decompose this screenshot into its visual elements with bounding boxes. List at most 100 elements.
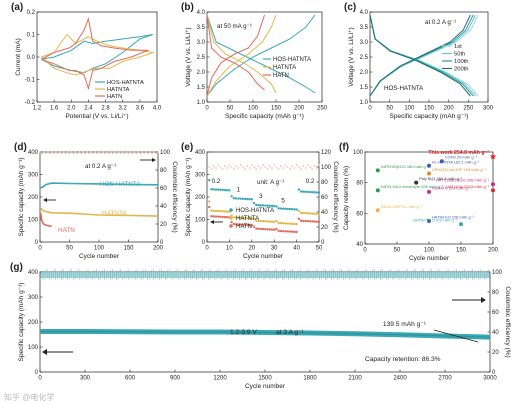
ce-point <box>257 165 260 167</box>
rate-point <box>313 212 316 215</box>
rate-point <box>279 229 283 233</box>
rate-point <box>288 207 292 211</box>
ce-point <box>106 151 108 154</box>
rate-point <box>217 215 220 218</box>
arrow-head <box>42 349 47 355</box>
y-tick-label: 3.5 <box>197 25 206 31</box>
ce-point <box>224 165 226 167</box>
ce-point <box>54 151 57 154</box>
rate-point <box>241 223 245 226</box>
ce-point <box>100 152 102 155</box>
ce-point <box>248 167 251 169</box>
y2-tick-label: 40 <box>321 210 328 216</box>
y2-tick-label: 60 <box>492 310 499 316</box>
ce-point <box>110 151 112 154</box>
ce-point <box>221 168 224 170</box>
ce-point <box>271 167 273 169</box>
rate-point <box>277 207 280 210</box>
ce-point <box>309 166 311 168</box>
x-tick-label: 50 <box>227 106 234 112</box>
rate-point <box>297 209 301 213</box>
y-tick-label: 4.0 <box>197 10 206 16</box>
capacity-curve-0 <box>40 182 159 189</box>
x-tick-label: 600 <box>125 376 136 382</box>
comparison-label: HATN-CMP 91 mAh g⁻¹ <box>381 204 423 209</box>
rate-label: 0.2 <box>306 178 315 185</box>
rate-point <box>302 190 305 193</box>
ce-point <box>119 152 122 155</box>
legend-label: HATNTA <box>236 216 259 222</box>
rate-point <box>225 189 229 192</box>
ce-point <box>282 167 285 169</box>
panel-label: (d) <box>14 142 27 153</box>
ce-point <box>62 151 65 154</box>
annotation: unit: A g⁻¹ <box>257 179 284 186</box>
ce-point <box>313 165 316 167</box>
y-tick-label: 300 <box>28 173 39 179</box>
y-tick-label: 60 <box>356 211 363 217</box>
x-tick-label: 1800 <box>303 376 317 382</box>
annotation: at 50 mA g⁻¹ <box>217 23 252 30</box>
rate-point <box>217 188 220 191</box>
x-tick-label: 150 <box>424 106 435 112</box>
series-label: HATN <box>58 227 75 234</box>
comparison-point <box>491 188 495 193</box>
rate-point <box>304 190 307 193</box>
ce-point <box>135 152 138 155</box>
ce-point <box>113 151 116 154</box>
y2-tick-label: 60 <box>321 195 328 201</box>
y-tick-label: 100 <box>28 345 39 351</box>
rate-point <box>270 220 274 223</box>
comparison-label: COFD 26 mAh g⁻¹ <box>445 155 478 160</box>
rate-point <box>277 229 280 233</box>
x-tick-label: 3.6 <box>136 106 145 112</box>
y-tick-label: -0.2 <box>25 100 36 106</box>
ce-point <box>300 168 302 170</box>
x-axis-label: Cycle number <box>409 255 450 262</box>
x-tick-label: 0 <box>205 246 209 252</box>
ce-point <box>52 152 55 155</box>
rate-point <box>243 223 247 227</box>
x-tick-label: 1.6 <box>50 106 59 112</box>
rate-point <box>210 215 213 218</box>
rate-point <box>297 217 301 221</box>
series-label: HOS-HATNTA <box>100 181 141 188</box>
rate-point <box>304 219 307 223</box>
rate-point <box>295 208 298 211</box>
ce-point <box>239 164 242 166</box>
ce-point <box>286 166 289 168</box>
y-tick-label: 300 <box>195 173 206 179</box>
rate-point <box>241 197 245 200</box>
y-tick-label: 100 <box>353 150 364 156</box>
ce-point <box>315 167 318 169</box>
rate-point <box>313 191 316 194</box>
rate-point <box>288 222 292 225</box>
x-tick-label: 1200 <box>213 376 227 382</box>
rate-point <box>290 207 294 211</box>
arrow-head <box>481 297 486 303</box>
x-tick-label: 1.2 <box>33 106 42 112</box>
legend-label: HOS-HATNTA <box>107 80 144 86</box>
ce-point <box>129 151 132 154</box>
comparison-label: Poly BQ1 266.8 mAh g⁻¹ <box>419 176 463 181</box>
ce-point <box>215 167 217 169</box>
cv-curve-0 <box>41 34 153 74</box>
rate-point <box>212 209 215 212</box>
ce-point <box>43 151 45 154</box>
y2-tick-label: 100 <box>321 165 332 171</box>
gcd-curve-0 <box>206 14 316 97</box>
panel-label: (c) <box>344 2 356 13</box>
comparison-label: HATNTA@GO 180 mAh g⁻¹ <box>381 164 430 169</box>
comparison-point <box>427 219 431 223</box>
ce-point <box>246 165 249 167</box>
rate-point <box>208 200 211 203</box>
x-tick-label: 2400 <box>393 376 407 382</box>
y2-tick-label: 80 <box>321 180 328 186</box>
rate-point <box>210 188 213 191</box>
rate-point <box>313 220 316 223</box>
rate-point <box>250 198 253 201</box>
rate-point <box>308 190 312 194</box>
annotation: Capacity retention: 86.3% <box>365 356 441 363</box>
y2-tick-label: 100 <box>160 150 171 156</box>
